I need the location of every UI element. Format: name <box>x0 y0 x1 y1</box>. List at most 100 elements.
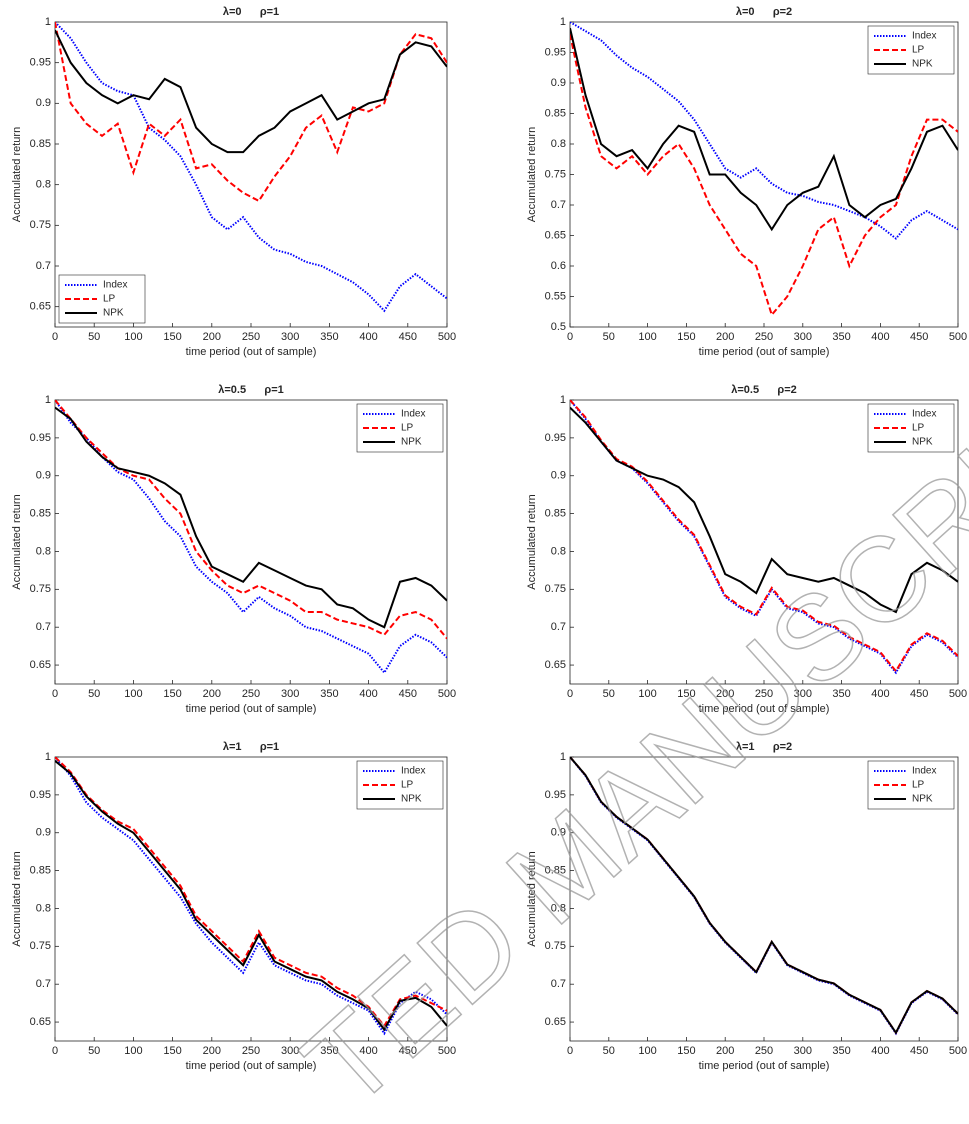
chart-title: λ=0 ρ=2 <box>736 6 792 18</box>
y-tick-label: 0.75 <box>545 168 566 180</box>
y-tick-label: 0.95 <box>545 789 566 801</box>
y-tick-label: 0.9 <box>551 470 566 482</box>
y-tick-label: 0.85 <box>30 138 51 150</box>
x-tick-label: 50 <box>88 331 100 343</box>
subplot: 0 50 100 150 200 250 300 350 400 450 500 0.65 0.7 0.7… <box>526 741 967 1072</box>
x-tick-label: 500 <box>949 1045 967 1057</box>
legend-label: LP <box>912 780 925 791</box>
legend-label: Index <box>401 766 425 777</box>
x-tick-label: 100 <box>638 331 656 343</box>
subplot: 0 50 100 150 200 250 300 350 400 450 500 0.65 0.7 0.7… <box>11 384 456 715</box>
legend-box <box>867 25 955 75</box>
chart-title: λ=0.5 ρ=2 <box>731 384 797 396</box>
y-tick-label: 0.75 <box>30 583 51 595</box>
chart-title: λ=0.5 ρ=1 <box>218 384 284 396</box>
y-tick-label: 0.75 <box>545 583 566 595</box>
y-axis-label: Accumulated return <box>526 127 538 222</box>
y-axis-label: Accumulated return <box>11 127 23 222</box>
x-tick-label: 150 <box>677 1045 695 1057</box>
x-axis-label: time period (out of sample) <box>186 346 317 358</box>
x-tick-label: 450 <box>910 688 928 700</box>
x-tick-label: 150 <box>163 331 181 343</box>
series-line <box>55 760 447 1032</box>
x-tick-label: 0 <box>52 1045 58 1057</box>
legend-box <box>58 274 146 324</box>
y-tick-label: 0.85 <box>545 107 566 119</box>
x-tick-label: 250 <box>242 1045 260 1057</box>
y-tick-label: 0.9 <box>36 827 51 839</box>
y-tick-label: 0.65 <box>30 659 51 671</box>
x-tick-label: 250 <box>755 331 773 343</box>
x-axis-label: time period (out of sample) <box>699 346 830 358</box>
x-tick-label: 500 <box>949 331 967 343</box>
y-axis-label: Accumulated return <box>11 494 23 589</box>
y-tick-label: 1 <box>560 394 566 406</box>
x-axis-label: time period (out of sample) <box>699 703 830 715</box>
y-axis-label: Accumulated return <box>11 851 23 946</box>
x-tick-label: 500 <box>438 1045 456 1057</box>
x-tick-label: 300 <box>281 688 299 700</box>
y-tick-label: 0.95 <box>30 789 51 801</box>
x-tick-label: 250 <box>242 331 260 343</box>
legend-label: NPK <box>912 59 933 70</box>
x-tick-label: 400 <box>359 331 377 343</box>
y-tick-label: 0.55 <box>545 290 566 302</box>
x-tick-label: 50 <box>88 1045 100 1057</box>
legend-label: NPK <box>401 437 422 448</box>
y-tick-label: 0.65 <box>30 301 51 313</box>
y-axis-label: Accumulated return <box>526 494 538 589</box>
x-tick-label: 400 <box>871 331 889 343</box>
legend-label: LP <box>103 294 116 305</box>
x-tick-label: 350 <box>320 1045 338 1057</box>
legend-label: LP <box>912 45 925 56</box>
legend-box <box>867 403 955 453</box>
x-tick-label: 200 <box>203 331 221 343</box>
chart-title: λ=0 ρ=1 <box>223 6 279 18</box>
legend-label: Index <box>912 409 936 420</box>
x-tick-label: 450 <box>399 688 417 700</box>
y-tick-label: 1 <box>45 394 51 406</box>
x-tick-label: 0 <box>52 688 58 700</box>
x-tick-label: 0 <box>567 688 573 700</box>
series-line <box>55 29 447 154</box>
x-tick-label: 150 <box>677 688 695 700</box>
x-tick-label: 500 <box>949 688 967 700</box>
x-tick-label: 350 <box>832 331 850 343</box>
y-tick-label: 0.6 <box>551 260 566 272</box>
y-tick-label: 0.7 <box>36 978 51 990</box>
x-tick-label: 250 <box>755 1045 773 1057</box>
y-tick-label: 0.65 <box>545 659 566 671</box>
x-tick-label: 50 <box>603 1045 615 1057</box>
series-line <box>55 757 447 1036</box>
legend-box <box>356 403 444 453</box>
x-tick-label: 300 <box>794 331 812 343</box>
series-line <box>55 757 447 1028</box>
x-tick-label: 150 <box>163 688 181 700</box>
series-line <box>570 757 958 1035</box>
x-tick-label: 100 <box>124 1045 142 1057</box>
legend-label: LP <box>912 423 925 434</box>
series-line <box>55 406 447 629</box>
x-tick-label: 450 <box>910 1045 928 1057</box>
x-tick-label: 0 <box>567 331 573 343</box>
x-axis-label: time period (out of sample) <box>186 703 317 715</box>
x-tick-label: 250 <box>755 688 773 700</box>
x-tick-label: 350 <box>320 331 338 343</box>
y-tick-label: 0.95 <box>30 432 51 444</box>
y-tick-label: 1 <box>560 751 566 763</box>
x-tick-label: 200 <box>716 331 734 343</box>
x-tick-label: 100 <box>638 1045 656 1057</box>
y-tick-label: 0.5 <box>551 321 566 333</box>
y-tick-label: 0.9 <box>36 97 51 109</box>
x-tick-label: 200 <box>203 688 221 700</box>
legend-label: Index <box>103 280 127 291</box>
y-tick-label: 0.9 <box>36 470 51 482</box>
y-tick-label: 0.65 <box>545 1016 566 1028</box>
y-tick-label: 0.85 <box>545 508 566 520</box>
legend-box <box>356 760 444 810</box>
x-tick-label: 400 <box>871 688 889 700</box>
series-line <box>570 27 958 232</box>
x-tick-label: 50 <box>603 331 615 343</box>
